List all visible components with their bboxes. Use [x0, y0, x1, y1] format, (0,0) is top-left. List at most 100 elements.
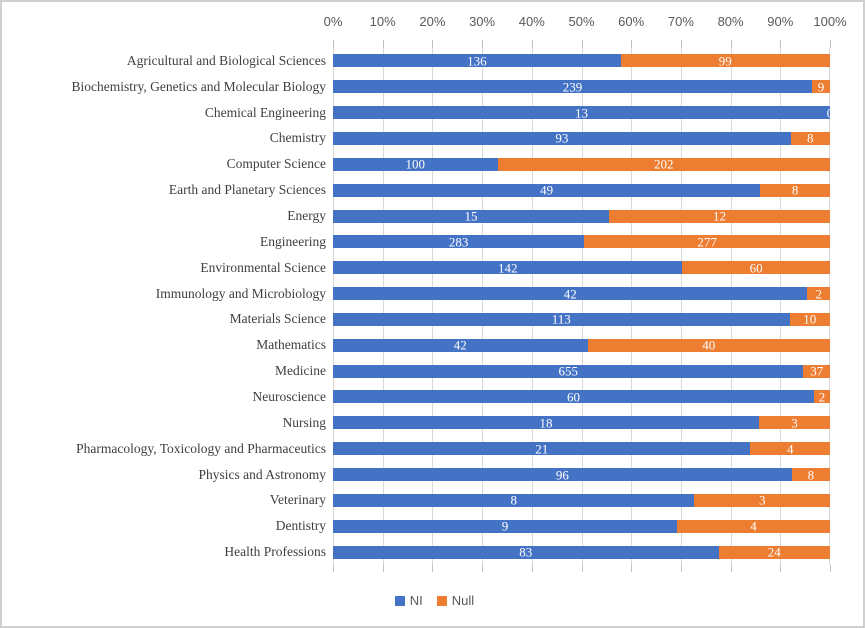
bar-row: 83 24	[333, 544, 830, 560]
bar-segment-null[interactable]: 24	[718, 544, 830, 560]
bar-segment-null[interactable]: 99	[620, 54, 830, 68]
data-label-ni: 9	[501, 518, 509, 534]
gridline	[631, 48, 633, 565]
bar-segment-ni[interactable]: 49	[333, 182, 761, 198]
bar-row: 93 8	[333, 130, 830, 146]
data-label-null: 3	[758, 492, 766, 508]
category-label: Mathematics	[256, 337, 326, 353]
bar-segment-null[interactable]: 4	[677, 518, 830, 534]
bar-segment-null[interactable]: 202	[497, 157, 830, 171]
legend-swatch-icon	[394, 595, 405, 606]
data-label-null: 24	[767, 544, 781, 560]
bar-segment-ni[interactable]: 42	[333, 337, 588, 353]
data-label-null: 12	[713, 208, 727, 224]
bar-segment-ni[interactable]: 18	[333, 416, 759, 430]
bar-segment-null[interactable]: 8	[790, 131, 830, 145]
axis-tick-mark	[333, 40, 334, 48]
axis-tick-mark	[631, 40, 633, 48]
data-label-ni: 100	[405, 156, 426, 172]
bar-row: 42 2	[333, 287, 830, 301]
legend-item-null[interactable]: Null	[436, 593, 474, 608]
axis-tick-mark	[680, 40, 682, 48]
legend-swatch-icon	[436, 595, 447, 606]
data-label-ni: 93	[555, 130, 569, 146]
data-label-null: 2	[818, 389, 826, 405]
category-label: Agricultural and Biological Sciences	[126, 52, 326, 68]
gridline	[482, 48, 484, 565]
data-label-ni: 42	[453, 337, 467, 353]
bar-segment-ni[interactable]: 239	[333, 80, 812, 94]
gridline	[829, 48, 830, 565]
bar-segment-null[interactable]: 8	[760, 183, 830, 197]
legend-label: NI	[409, 593, 423, 608]
x-axis-tick-label: 10%	[369, 14, 396, 29]
category-label: Neuroscience	[252, 388, 326, 404]
bar-segment-null[interactable]: 12	[609, 208, 830, 224]
bar-row: 100 202	[333, 156, 830, 172]
gridline	[432, 48, 434, 565]
bar-row: 655 37	[333, 364, 830, 378]
axis-tick-mark	[432, 40, 434, 48]
data-label-null: 9	[817, 79, 825, 95]
bar-segment-ni[interactable]: 15	[333, 209, 610, 223]
bar-segment-null[interactable]: 4	[750, 441, 830, 457]
bar-row: 96 8	[333, 468, 830, 482]
bar-segment-null[interactable]: 37	[803, 364, 830, 378]
category-label: Energy	[287, 208, 326, 224]
bar-segment-null[interactable]: 8	[791, 468, 830, 482]
data-label-ni: 60	[566, 389, 580, 405]
legend-item-ni[interactable]: NI	[394, 593, 423, 608]
category-label: Physics and Astronomy	[198, 466, 326, 482]
bar-segment-ni[interactable]: 42	[333, 287, 808, 301]
bar-segment-ni[interactable]: 93	[333, 130, 791, 146]
bar-row: 142 60	[333, 261, 830, 275]
bar-segment-ni[interactable]: 142	[333, 261, 683, 275]
bar-segment-null[interactable]: 9	[811, 79, 830, 95]
data-label-null: 4	[786, 441, 794, 457]
legend: NI Null	[2, 593, 865, 608]
bar-segment-ni[interactable]: 113	[333, 312, 790, 326]
bar-segment-ni[interactable]: 96	[333, 468, 792, 482]
axis-tick-mark	[631, 565, 633, 572]
axis-tick-mark	[333, 565, 334, 572]
bar-segment-ni[interactable]: 13	[333, 106, 830, 120]
data-label-ni: 49	[540, 182, 554, 198]
bar-segment-null[interactable]: 3	[694, 492, 830, 508]
axis-tick-mark	[531, 565, 533, 572]
data-label-null: 40	[702, 337, 716, 353]
bar-segment-ni[interactable]: 60	[333, 389, 814, 405]
bar-row: 18 3	[333, 415, 830, 431]
bar-segment-ni[interactable]: 100	[333, 156, 498, 172]
bar-segment-null[interactable]: 3	[759, 415, 830, 431]
category-label: Engineering	[260, 233, 326, 249]
gridline	[730, 48, 732, 565]
bar-segment-null[interactable]: 277	[584, 235, 830, 249]
axis-tick-mark	[830, 565, 831, 572]
bar-segment-ni[interactable]: 21	[333, 441, 751, 457]
x-axis-tick-label: 70%	[667, 14, 694, 29]
bar-segment-null[interactable]: 10	[789, 312, 830, 326]
bar-segment-ni[interactable]: 655	[333, 364, 804, 378]
bar-segment-ni[interactable]: 8	[333, 493, 695, 507]
data-label-null: 3	[791, 415, 798, 431]
bar-segment-null[interactable]: 2	[807, 287, 830, 301]
data-label-ni: 21	[535, 441, 549, 457]
bar-segment-ni[interactable]: 136	[333, 54, 621, 68]
data-label-null: 0	[826, 105, 830, 121]
bar-segment-ni[interactable]: 283	[333, 235, 585, 249]
bar-segment-null[interactable]: 60	[682, 261, 830, 275]
category-label: Nursing	[282, 414, 327, 430]
axis-tick-mark	[780, 40, 782, 48]
bar-segment-ni[interactable]: 83	[333, 545, 719, 559]
gridline	[531, 48, 533, 565]
bar-segment-ni[interactable]: 9	[333, 518, 678, 534]
x-axis-tick-label: 50%	[568, 14, 595, 29]
gridline	[581, 48, 583, 565]
bar-segment-null[interactable]: 40	[587, 337, 830, 353]
category-label: Chemical Engineering	[204, 104, 326, 120]
category-label: Veterinary	[269, 492, 326, 508]
data-label-null: 4	[750, 518, 757, 534]
bar-segment-null[interactable]: 2	[813, 389, 830, 405]
bar-row: 239 9	[333, 79, 830, 95]
